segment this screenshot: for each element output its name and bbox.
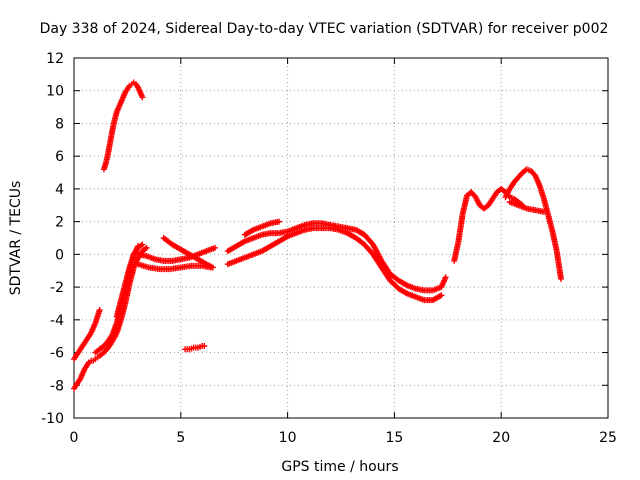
- y-tick-label: -4: [50, 313, 64, 329]
- series-track-late-b: [502, 166, 565, 282]
- series-track-mid-short: [182, 343, 208, 353]
- chart-title: Day 338 of 2024, Sidereal Day-to-day VTE…: [40, 21, 609, 37]
- x-tick-label: 5: [176, 430, 185, 446]
- data-point: [438, 292, 445, 299]
- x-tick-label: 10: [279, 430, 297, 446]
- series-track-day-c: [241, 218, 283, 238]
- y-axis-label: SDTVAR / TECUs: [8, 181, 24, 296]
- x-tick-label: 25: [599, 430, 617, 446]
- x-axis-label: GPS time / hours: [281, 459, 398, 475]
- series-track-early-low-c: [92, 243, 142, 356]
- data-point: [201, 343, 208, 349]
- y-tick-label: -6: [50, 346, 64, 362]
- series-track-mid-c: [160, 235, 216, 271]
- grid-layer: [74, 58, 608, 418]
- y-tick-label: 0: [55, 247, 64, 263]
- series-track-early-low-b: [71, 307, 103, 363]
- data-point: [96, 307, 103, 313]
- data-point: [558, 275, 565, 282]
- x-tick-label: 0: [70, 430, 79, 446]
- series-track-early-low-d: [113, 241, 146, 320]
- tick-layer: 0 5 10 15 20 25 -10 -8 -6 -4 -2 0 2 4 6 8 10 12: [41, 51, 617, 446]
- series-track-late-a: [451, 185, 526, 264]
- data-point: [139, 94, 146, 101]
- series-track-early-high: [100, 79, 146, 173]
- data-point: [139, 241, 146, 248]
- x-tick-label: 20: [492, 430, 510, 446]
- data-point: [276, 218, 283, 225]
- plot-frame: [73, 57, 609, 419]
- y-tick-label: 12: [46, 51, 64, 67]
- series-track-day-b: [224, 220, 449, 294]
- data-point: [143, 244, 150, 251]
- data-point: [540, 208, 547, 215]
- data-point: [209, 264, 216, 271]
- y-tick-label: -2: [50, 280, 64, 296]
- y-tick-label: 8: [55, 116, 64, 132]
- y-tick-label: 2: [55, 215, 64, 231]
- x-tick-label: 15: [385, 430, 403, 446]
- y-tick-label: -10: [41, 411, 64, 427]
- series-track-late-c: [506, 199, 547, 215]
- y-tick-label: 6: [55, 149, 64, 165]
- y-tick-label: 4: [55, 182, 64, 198]
- points-layer: [71, 79, 565, 392]
- plot-border: [73, 57, 609, 419]
- data-point: [442, 274, 449, 281]
- y-tick-label: -8: [50, 378, 64, 394]
- series-track-day-a: [224, 225, 445, 304]
- series-track-mid-a: [135, 244, 218, 264]
- data-point: [211, 244, 218, 251]
- y-tick-label: 10: [46, 84, 64, 100]
